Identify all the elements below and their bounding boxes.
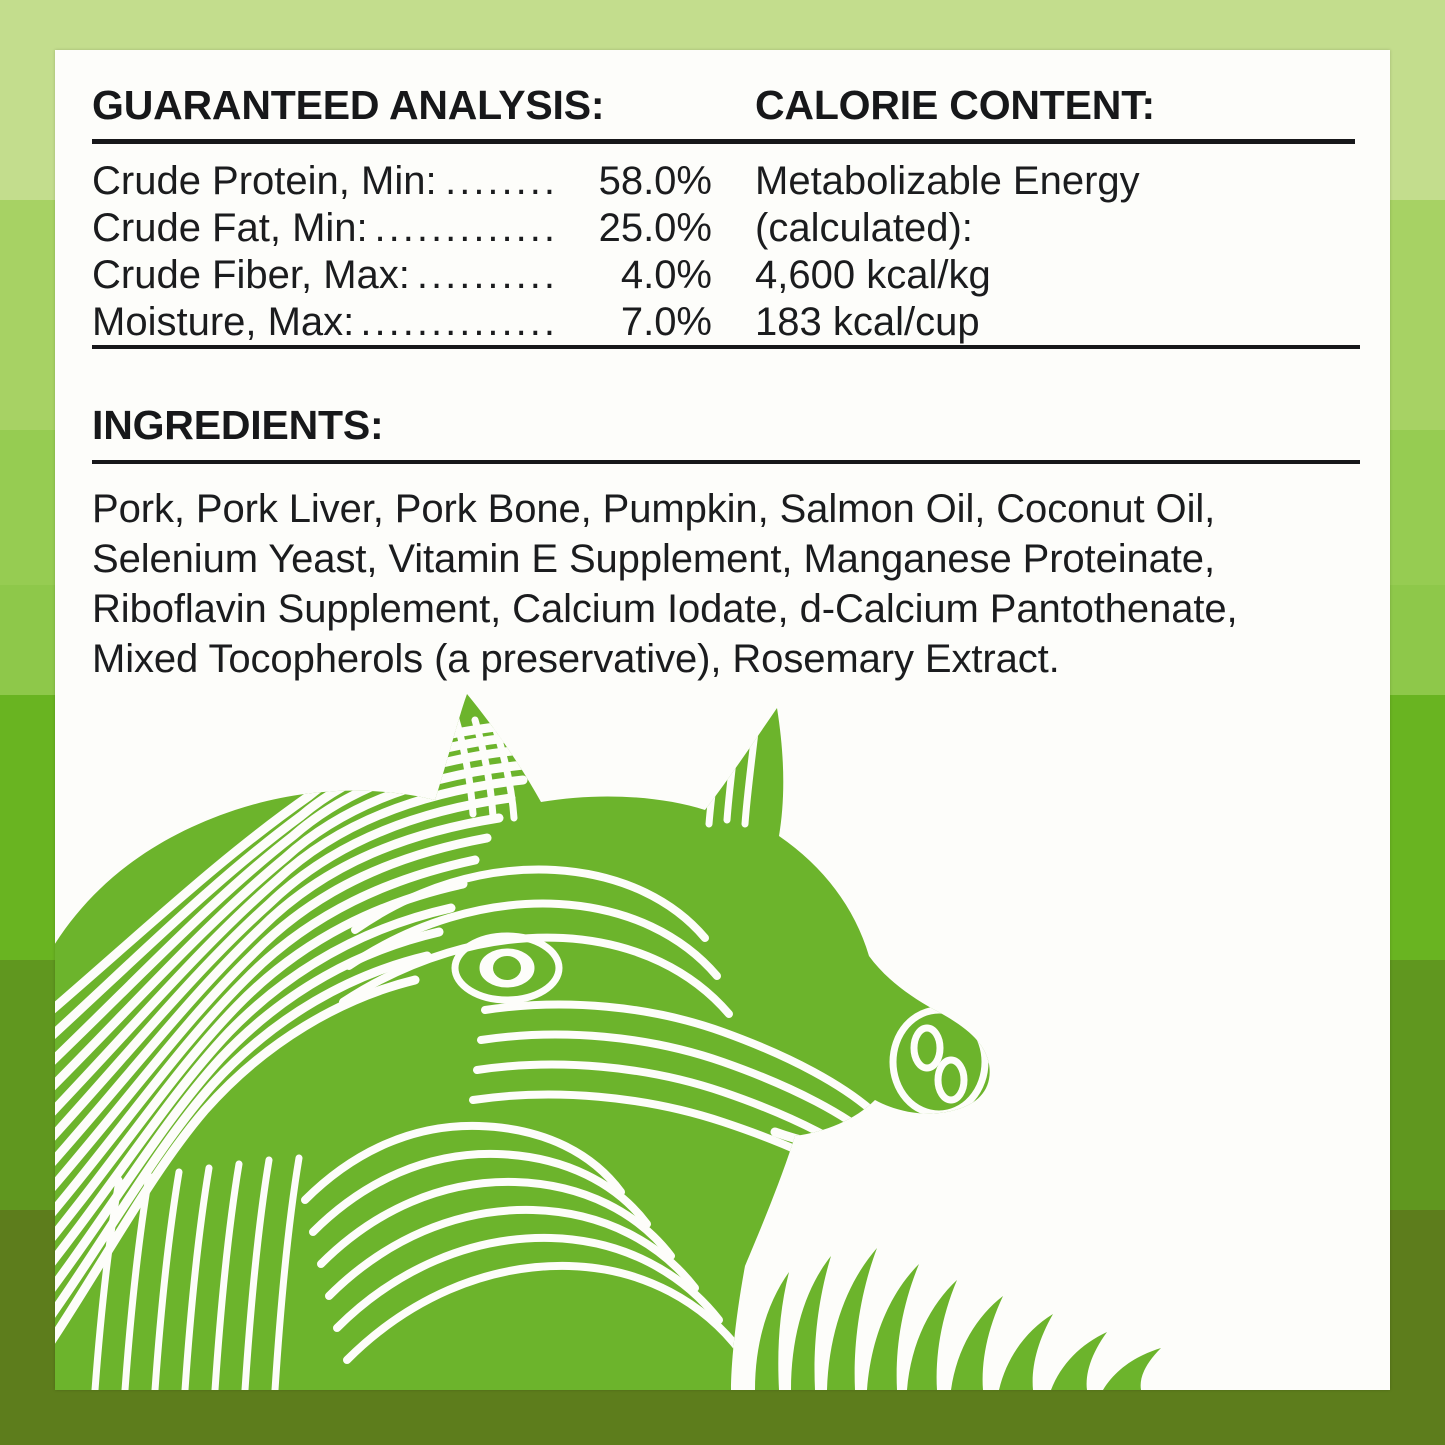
section-divider bbox=[92, 345, 1360, 349]
calorie-content-rule bbox=[755, 139, 1355, 144]
ga-dot-leader: ........................... bbox=[416, 253, 558, 297]
list-item: 4,600 kcal/kg bbox=[755, 253, 991, 297]
pig-head-woodcut-illustration bbox=[55, 680, 1390, 1390]
guaranteed-analysis-heading: GUARANTEED ANALYSIS: bbox=[92, 82, 605, 128]
calorie-content-lines: Metabolizable Energy (calculated): 4,600… bbox=[755, 158, 1355, 346]
guaranteed-analysis-rows: Crude Protein, Min: ....................… bbox=[92, 158, 752, 346]
ga-dot-leader: ........................... bbox=[374, 206, 558, 250]
ingredients-body: Pork, Pork Liver, Pork Bone, Pumpkin, Sa… bbox=[92, 484, 1360, 684]
ingredients-rule bbox=[92, 460, 1360, 464]
ga-value: 25.0% bbox=[598, 206, 712, 250]
ga-label: Crude Protein, Min: bbox=[92, 159, 437, 203]
ga-label: Moisture, Max: bbox=[92, 300, 355, 344]
calorie-content-section: CALORIE CONTENT: Metabolizable Energy (c… bbox=[755, 85, 1355, 346]
table-row: Crude Fat, Min: ........................… bbox=[92, 205, 712, 252]
calorie-content-heading: CALORIE CONTENT: bbox=[755, 82, 1155, 128]
table-row: Moisture, Max: .........................… bbox=[92, 299, 712, 346]
list-item: Metabolizable Energy bbox=[755, 159, 1140, 203]
table-row: Crude Protein, Min: ....................… bbox=[92, 158, 712, 205]
guaranteed-analysis-rule bbox=[92, 139, 766, 144]
info-card: GUARANTEED ANALYSIS: Crude Protein, Min:… bbox=[55, 50, 1390, 1390]
table-row: Crude Fiber, Max: ......................… bbox=[92, 252, 712, 299]
ga-dot-leader: ........................... bbox=[443, 159, 558, 203]
ingredients-heading: INGREDIENTS: bbox=[92, 402, 384, 448]
ingredients-section: INGREDIENTS: Pork, Pork Liver, Pork Bone… bbox=[92, 405, 1360, 684]
list-item: 183 kcal/cup bbox=[755, 300, 980, 344]
ga-label: Crude Fiber, Max: bbox=[92, 253, 410, 297]
ingredients-line: Pork, Pork Liver, Pork Bone, Pumpkin, Sa… bbox=[92, 487, 1216, 531]
guaranteed-analysis-section: GUARANTEED ANALYSIS: Crude Protein, Min:… bbox=[92, 82, 766, 346]
ingredients-line: Selenium Yeast, Vitamin E Supplement, Ma… bbox=[92, 537, 1215, 581]
ga-value: 4.0% bbox=[620, 253, 712, 297]
ga-label: Crude Fat, Min: bbox=[92, 206, 368, 250]
list-item: (calculated): bbox=[755, 206, 973, 250]
ga-dot-leader: ........................... bbox=[360, 300, 558, 344]
ga-value: 7.0% bbox=[620, 300, 712, 344]
ingredients-line: Mixed Tocopherols (a preservative), Rose… bbox=[92, 637, 1060, 681]
ga-value: 58.0% bbox=[598, 159, 712, 203]
ingredients-line: Riboflavin Supplement, Calcium Iodate, d… bbox=[92, 587, 1238, 631]
